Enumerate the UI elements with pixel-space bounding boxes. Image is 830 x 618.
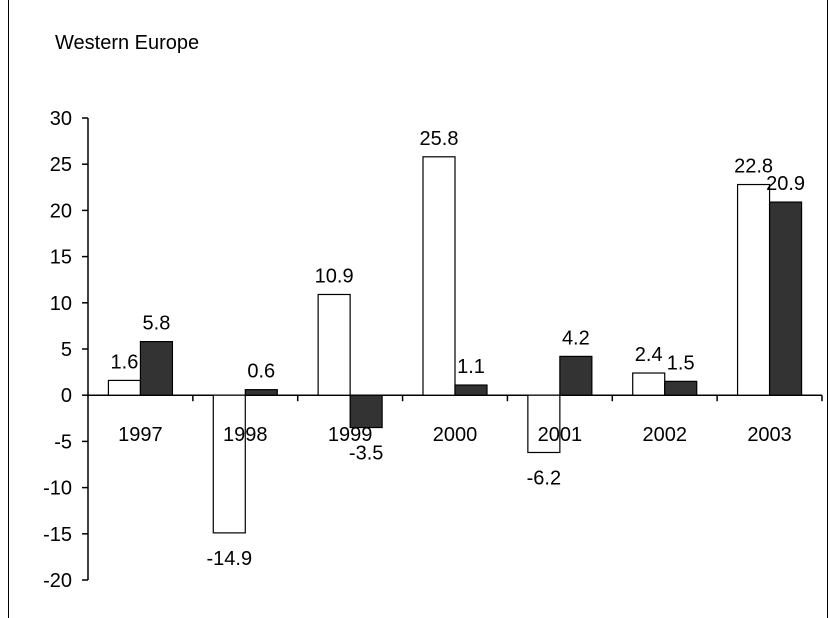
y-tick-label: 0 (61, 385, 72, 407)
x-tick-label: 2002 (642, 424, 687, 446)
x-tick-label: 2003 (747, 424, 792, 446)
data-label: 0.6 (247, 361, 275, 383)
y-tick-label: 5 (61, 339, 72, 361)
bars (107, 156, 803, 534)
x-tick-label: 1998 (223, 424, 268, 446)
data-label: 10.9 (315, 265, 354, 287)
y-tick-label: -5 (54, 431, 72, 453)
data-label: 25.8 (420, 128, 459, 150)
data-label: 4.2 (562, 327, 590, 349)
data-label: 5.8 (143, 313, 171, 335)
chart-title: Western Europe (55, 32, 200, 54)
data-label: -6.2 (527, 467, 561, 489)
data-label: 22.8 (734, 156, 773, 178)
data-label: 1.5 (667, 352, 695, 374)
bar-series-2-2001 (559, 355, 593, 396)
y-tick-label: 30 (50, 108, 72, 130)
x-tick-label: 1997 (118, 424, 163, 446)
data-label: 20.9 (766, 173, 805, 195)
y-tick-label: 25 (50, 154, 72, 176)
bar-series-2-1998 (244, 389, 278, 396)
bar-series-1-2001 (527, 394, 561, 454)
bar-series-1-1999 (317, 293, 351, 396)
y-tick-label: -10 (43, 478, 72, 500)
x-tick-label: 2000 (433, 424, 478, 446)
y-tick-label: -20 (43, 570, 72, 592)
bar-series-2-1997 (139, 341, 174, 396)
data-label: 1.1 (457, 356, 485, 378)
bar-series-1-2002 (632, 372, 666, 396)
bar-series-2-2000 (454, 384, 488, 396)
data-label: 2.4 (635, 344, 663, 366)
y-tick-label: 15 (50, 247, 72, 269)
y-tick-label: 10 (50, 293, 72, 315)
chart-frame (8, 0, 828, 618)
x-tick-label: 2001 (538, 424, 583, 446)
bar-series-1-1998 (212, 394, 246, 534)
x-tick-label: 1999 (328, 424, 373, 446)
data-label: -3.5 (349, 443, 383, 465)
data-label: -14.9 (206, 548, 252, 570)
bar-series-2-2002 (664, 380, 698, 396)
bar-series-2-2003 (768, 201, 803, 396)
bar-series-2-1999 (349, 394, 383, 429)
bar-series-1-2003 (736, 183, 771, 396)
bar-series-1-1997 (107, 379, 142, 396)
data-labels: 1997 1.65.8 1998 -14.9 0.6 1999 10.9 -3.5 2000 25… (111, 128, 806, 570)
data-label: 1.6 (111, 351, 139, 373)
bar-series-1-2000 (422, 156, 456, 396)
y-tick-label: -15 (43, 524, 72, 546)
y-tick-label: 20 (50, 200, 72, 222)
